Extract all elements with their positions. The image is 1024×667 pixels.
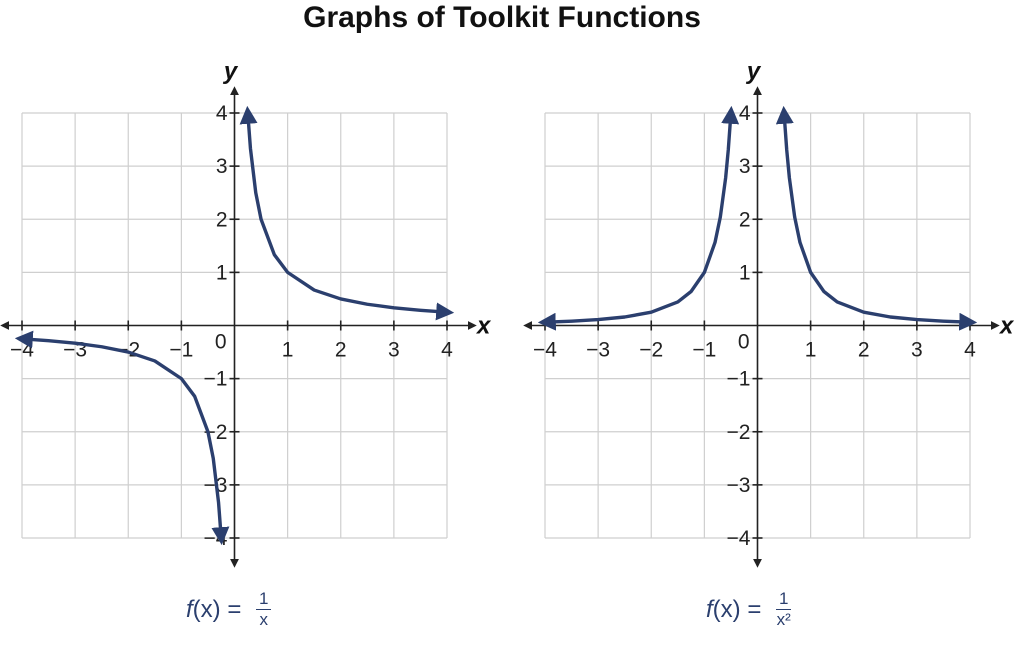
y-tick-label: −1 (204, 368, 228, 391)
x-tick-label: 4 (441, 339, 453, 362)
x-tick-label: 3 (388, 339, 400, 362)
caption-argument: (x) (712, 595, 741, 623)
x-tick-label: −4 (533, 339, 557, 362)
y-tick-label: 3 (216, 155, 228, 178)
x-tick-label: 1 (805, 339, 817, 362)
y-axis-label: y (223, 58, 239, 85)
y-tick-label: 1 (216, 261, 228, 284)
y-tick-label: 4 (739, 102, 751, 125)
origin-label: 0 (215, 331, 227, 354)
y-tick-label: −3 (727, 474, 751, 497)
curve-branch-negative (14, 330, 230, 546)
caption-numerator: 1 (256, 590, 272, 610)
y-tick-label: 4 (216, 102, 228, 125)
caption-denominator: x² (776, 610, 791, 629)
curve-branch-negative (537, 105, 740, 331)
x-tick-label: −2 (639, 339, 663, 362)
y-tick-label: −4 (727, 527, 751, 550)
caption-equals: = (220, 595, 249, 623)
caption-denominator: x (259, 610, 269, 629)
y-tick-label: −1 (727, 368, 751, 391)
x-tick-label: 4 (964, 339, 976, 362)
y-tick-label: 2 (216, 208, 228, 231)
page-title: Graphs of Toolkit Functions (303, 1, 701, 34)
x-tick-label: −1 (169, 339, 193, 362)
y-tick-label: −2 (727, 421, 751, 444)
x-tick-label: 3 (911, 339, 923, 362)
x-tick-label: 1 (282, 339, 294, 362)
x-tick-label: −1 (692, 339, 716, 362)
caption-argument: (x) (192, 595, 221, 623)
caption-numerator: 1 (776, 590, 792, 610)
curve-branch-positive (775, 105, 978, 331)
x-tick-label: 2 (858, 339, 870, 362)
caption-fraction: 1 x² (776, 590, 792, 629)
x-axis-label: x (475, 313, 492, 340)
y-tick-label: 1 (739, 261, 751, 284)
curve-branch-positive (239, 105, 455, 321)
origin-label: 0 (738, 331, 750, 354)
y-axis-label: y (746, 58, 762, 85)
x-tick-label: −3 (586, 339, 610, 362)
x-tick-label: 2 (335, 339, 347, 362)
graph-reciprocal-squared: x y −4 −3 −2 −1 1 2 3 4 4 3 2 1 −1 −2 −3 −4 0 (523, 58, 1015, 568)
y-tick-label: 3 (739, 155, 751, 178)
x-axis-label: x (998, 313, 1015, 340)
caption-reciprocal: f (x) = 1 x (186, 590, 272, 629)
x-tick-label: −4 (10, 339, 34, 362)
caption-equals: = (740, 595, 769, 623)
caption-function-name: f (186, 595, 193, 623)
caption-reciprocal-squared: f (x) = 1 x² (706, 590, 792, 629)
caption-fraction: 1 x (256, 590, 272, 629)
y-tick-label: 2 (739, 208, 751, 231)
caption-function-name: f (706, 595, 713, 623)
y-tick-label: −4 (204, 527, 228, 550)
